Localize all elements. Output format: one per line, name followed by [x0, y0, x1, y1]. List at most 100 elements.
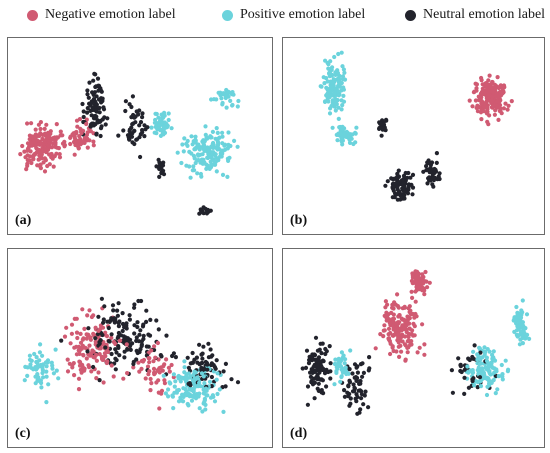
positive-point — [39, 363, 44, 368]
neutral-point — [131, 112, 136, 118]
neutral-point — [459, 369, 464, 375]
negative-point — [402, 323, 407, 328]
neutral-point — [123, 335, 128, 340]
positive-point — [178, 379, 183, 384]
negative-point — [420, 322, 425, 327]
positive-point — [195, 171, 200, 176]
positive-point — [166, 117, 171, 123]
positive-point — [338, 130, 343, 135]
negative-point — [54, 122, 59, 127]
neutral-point — [121, 128, 126, 133]
neutral-point — [471, 356, 476, 361]
neutral-point — [223, 361, 228, 366]
positive-point — [336, 105, 341, 110]
neutral-point — [130, 131, 135, 136]
neutral-point — [346, 383, 351, 388]
negative-point — [84, 336, 89, 341]
positive-point — [192, 392, 197, 397]
neutral-point — [185, 355, 190, 360]
positive-point — [337, 83, 342, 88]
legend-neutral: Neutral emotion label — [405, 6, 545, 24]
negative-point — [388, 351, 393, 357]
neutral-point — [98, 133, 103, 139]
neutral-point — [156, 327, 161, 332]
neutral-point — [354, 378, 359, 383]
negative-point — [420, 276, 425, 281]
positive-dot-icon — [222, 9, 233, 21]
negative-point — [27, 133, 32, 138]
neutral-point — [427, 175, 432, 180]
positive-point — [197, 380, 202, 385]
negative-point — [145, 364, 151, 369]
neutral-point — [351, 382, 356, 387]
neutral-point — [355, 370, 360, 375]
positive-point — [216, 158, 221, 163]
positive-point — [211, 142, 216, 147]
neutral-point — [324, 349, 329, 354]
negative-point — [149, 348, 154, 353]
negative-point — [84, 356, 89, 361]
neutral-point — [127, 317, 132, 322]
neutral-point — [300, 366, 305, 371]
positive-point — [486, 363, 491, 368]
neutral-point — [314, 357, 319, 362]
neutral-point — [434, 151, 439, 156]
positive-point — [326, 66, 331, 71]
negative-point — [399, 328, 404, 333]
positive-point — [213, 153, 218, 158]
neutral-point — [395, 175, 400, 180]
positive-point — [327, 71, 332, 76]
neutral-point — [195, 360, 200, 365]
negative-point — [406, 331, 411, 336]
neutral-point — [429, 160, 435, 165]
negative-point — [497, 108, 502, 114]
negative-point — [481, 109, 487, 114]
positive-point — [152, 130, 157, 135]
negative-point — [68, 341, 73, 346]
positive-point — [155, 126, 160, 131]
positive-point — [473, 379, 478, 384]
neutral-point — [200, 360, 205, 366]
positive-point — [520, 341, 525, 346]
neutral-point — [421, 169, 426, 174]
negative-point — [78, 340, 84, 345]
positive-point — [176, 387, 181, 393]
negative-point — [47, 152, 52, 157]
neutral-point — [428, 165, 433, 170]
positive-point — [214, 126, 219, 131]
positive-point — [341, 99, 347, 104]
negative-point — [147, 356, 152, 361]
positive-point — [153, 117, 158, 123]
neutral-point — [129, 104, 134, 110]
positive-point — [171, 406, 176, 411]
negative-point — [400, 339, 405, 344]
positive-point — [178, 395, 183, 400]
neutral-point — [393, 191, 398, 196]
neutral-point — [159, 354, 164, 359]
negative-point — [86, 363, 91, 368]
negative-point — [495, 99, 500, 104]
positive-point — [494, 367, 499, 372]
neutral-point — [350, 371, 355, 376]
positive-point — [475, 357, 480, 362]
positive-point — [500, 372, 505, 377]
negative-point — [109, 335, 114, 340]
positive-point — [215, 391, 220, 397]
negative-point — [91, 143, 96, 148]
neutral-point — [132, 331, 137, 336]
positive-point — [27, 353, 32, 358]
legend-neutral-label: Neutral emotion label — [423, 7, 546, 22]
positive-point — [495, 387, 500, 392]
neutral-point — [95, 332, 100, 337]
positive-point — [39, 385, 44, 390]
neutral-point — [120, 311, 125, 316]
neutral-point — [396, 180, 401, 185]
negative-point — [121, 376, 126, 381]
positive-point — [487, 349, 492, 354]
positive-point — [173, 379, 178, 384]
neutral-point — [425, 181, 430, 186]
positive-point — [471, 349, 476, 354]
negative-point — [157, 366, 162, 371]
negative-point — [471, 90, 476, 95]
negative-point — [65, 369, 71, 374]
